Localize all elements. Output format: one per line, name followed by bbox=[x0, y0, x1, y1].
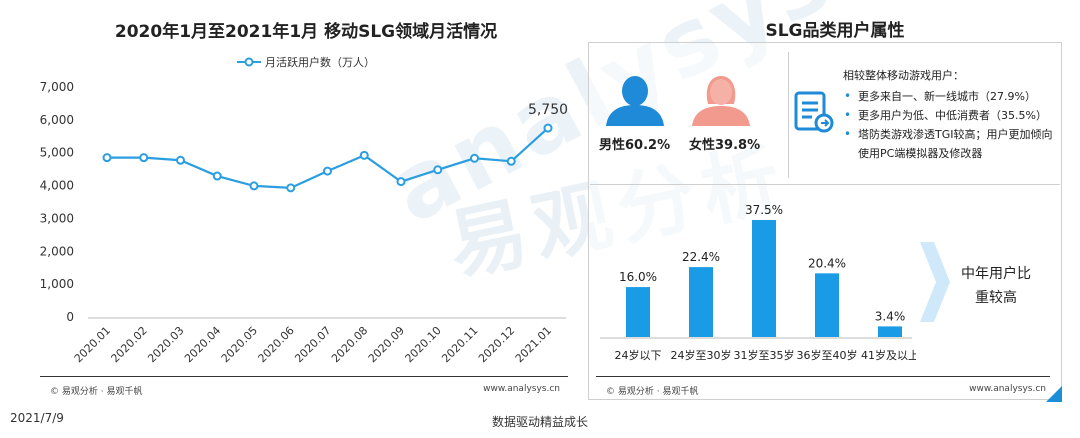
document-icon bbox=[794, 91, 834, 133]
right-site: www.analysys.cn bbox=[969, 384, 1046, 394]
data-label: 5,750 bbox=[528, 102, 568, 118]
age-callout: 中年用户比重较高 bbox=[961, 266, 1031, 306]
data-point bbox=[139, 153, 149, 163]
line-chart-title: 2020年1月至2021年1月 移动SLG领域月活情况 bbox=[114, 22, 498, 42]
y-tick-label: 7,000 bbox=[40, 80, 74, 94]
attributes-title: SLG品类用户属性 bbox=[765, 21, 905, 41]
legend-label: 月活跃用户数（万人） bbox=[265, 55, 375, 69]
right-footer-divider bbox=[596, 376, 1050, 377]
bar-category-label: 24岁至30岁 bbox=[671, 348, 732, 362]
data-point bbox=[359, 150, 369, 160]
bar bbox=[689, 267, 713, 337]
bar-value-label: 16.0% bbox=[619, 270, 657, 284]
left-site: www.analysys.cn bbox=[483, 384, 560, 394]
mau-line-chart: 月活跃用户数（万人） 0 1,000 2,000 3,000 4,000 5,000 6,00… bbox=[40, 55, 568, 365]
series-line bbox=[107, 127, 549, 189]
data-point bbox=[543, 123, 553, 133]
female-user-icon bbox=[692, 76, 750, 126]
report-date: 2021/7/9 bbox=[10, 411, 64, 425]
x-tick-label: 2020.10 bbox=[403, 324, 444, 365]
x-tick-label: 2020.07 bbox=[292, 324, 333, 365]
attribute-item: • 更多用户为低、中低消费者（35.5%） bbox=[844, 106, 1058, 125]
bullet-icon: • bbox=[844, 89, 852, 103]
left-source: © 易观分析 · 易观千帆 bbox=[50, 387, 143, 397]
right-footer: © 易观分析 · 易观千帆 www.analysys.cn bbox=[606, 384, 1046, 397]
data-point bbox=[433, 165, 443, 175]
data-point bbox=[102, 153, 112, 163]
bar-value-label: 22.4% bbox=[682, 250, 720, 264]
y-tick-label: 5,000 bbox=[40, 146, 74, 160]
attribute-item: • 塔防类游戏渗透TGI较高；用户更加倾向使用PC端模拟器及修改器 bbox=[844, 127, 1053, 160]
data-point bbox=[286, 183, 296, 193]
attribute-item: • 更多来自一、新一线城市（27.9%） bbox=[844, 87, 1058, 106]
x-tick-label: 2020.08 bbox=[329, 324, 370, 365]
x-tick-label: 2020.11 bbox=[439, 324, 480, 365]
y-tick-label: 3,000 bbox=[40, 211, 74, 225]
y-tick-label: 6,000 bbox=[40, 113, 74, 127]
x-tick-label: 2020.05 bbox=[219, 324, 260, 365]
data-point bbox=[470, 153, 479, 163]
y-tick-label: 4,000 bbox=[40, 179, 74, 193]
left-footer: © 易观分析 · 易观千帆 www.analysys.cn bbox=[50, 384, 560, 397]
data-point bbox=[323, 166, 332, 176]
y-tick-label: 2,000 bbox=[40, 244, 74, 258]
y-tick-label: 0 bbox=[66, 310, 74, 324]
female-percent-label: 女性39.8% bbox=[689, 138, 761, 153]
chart-legend: 月活跃用户数（万人） bbox=[237, 55, 375, 69]
data-point bbox=[249, 181, 259, 191]
bar-category-label: 31岁至35岁 bbox=[734, 348, 795, 362]
bar-value-label: 37.5% bbox=[745, 203, 783, 217]
y-tick-label: 1,000 bbox=[40, 277, 74, 291]
male-user-icon bbox=[606, 76, 664, 126]
panel-horizontal-divider bbox=[590, 184, 1060, 185]
bar-category-label: 36岁至40岁 bbox=[797, 348, 858, 362]
bullet-icon: • bbox=[844, 108, 852, 122]
bar-value-label: 20.4% bbox=[808, 256, 846, 270]
x-tick-label: 2020.09 bbox=[366, 324, 407, 365]
bullet-icon: • bbox=[844, 127, 852, 141]
panel-vertical-divider bbox=[788, 52, 789, 178]
bar bbox=[815, 273, 839, 337]
x-tick-label: 2020.02 bbox=[109, 324, 150, 365]
attributes-list: • 更多来自一、新一线城市（27.9%） • 更多用户为低、中低消费者（35.5%）… bbox=[844, 87, 1058, 163]
bar-category-label: 41岁及以上 bbox=[861, 348, 916, 362]
bar bbox=[626, 287, 650, 337]
corner-triangle bbox=[1046, 386, 1062, 402]
x-tick-label: 2020.01 bbox=[72, 324, 113, 365]
age-bar-chart: 16.0% 24岁以下 22.4% 24岁至30岁 37.5% 31岁至35岁 20.4% 3… bbox=[600, 203, 916, 362]
legend-marker bbox=[244, 57, 254, 67]
bar bbox=[878, 326, 902, 337]
x-tick-label: 2020.06 bbox=[256, 324, 297, 365]
chevron-right-icon bbox=[920, 242, 950, 322]
bar-category-label: 24岁以下 bbox=[615, 348, 662, 362]
data-point bbox=[396, 177, 406, 187]
x-tick-label: 2020.12 bbox=[476, 324, 517, 365]
data-point bbox=[506, 156, 516, 166]
slogan: 数据驱动精益成长 bbox=[491, 415, 588, 429]
bar bbox=[752, 220, 776, 337]
data-point bbox=[212, 171, 222, 181]
x-tick-label: 2020.03 bbox=[145, 324, 186, 365]
attributes-intro: 相较整体移动游戏用户： bbox=[843, 69, 964, 82]
bar-value-label: 3.4% bbox=[875, 309, 906, 323]
left-footer-divider bbox=[40, 376, 568, 377]
male-percent-label: 男性60.2% bbox=[599, 138, 671, 153]
x-tick-label: 2021.01 bbox=[513, 324, 554, 365]
x-tick-label: 2020.04 bbox=[182, 324, 223, 365]
data-point bbox=[176, 155, 185, 165]
right-source: © 易观分析 · 易观千帆 bbox=[606, 387, 699, 397]
